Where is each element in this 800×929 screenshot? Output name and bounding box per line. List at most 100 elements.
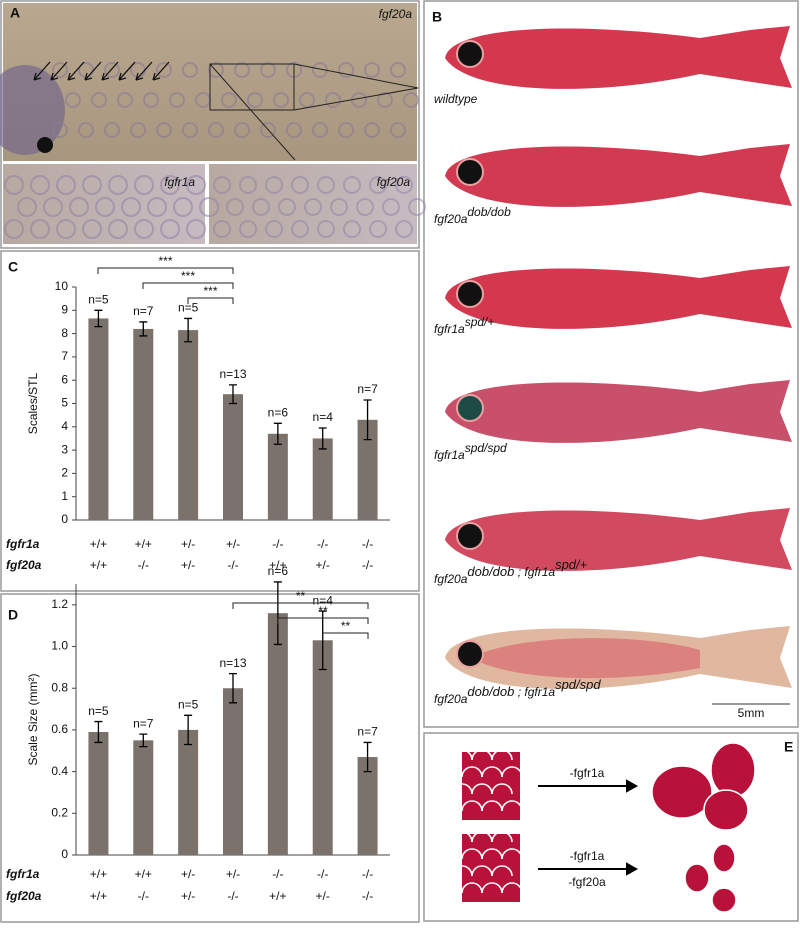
- scale-spot: [169, 92, 185, 108]
- error-bar: [184, 317, 193, 343]
- scale-bar-label: 5mm: [738, 706, 765, 720]
- scale-spot: [304, 198, 322, 216]
- panel-frame: [0, 250, 420, 592]
- scale-spot: [160, 219, 180, 239]
- fish-body: [445, 26, 792, 89]
- genotype-text: wildtype: [434, 92, 478, 106]
- genotype-sup: spd/spd: [465, 441, 507, 455]
- error-bar: [229, 672, 237, 704]
- scale-shape: [711, 887, 737, 913]
- scale-spot: [52, 122, 68, 138]
- fish-body: [445, 380, 792, 443]
- fish-eye: [456, 394, 484, 422]
- genotype-label: fgfr1aspd/spd: [434, 441, 507, 462]
- scale-spot: [65, 92, 81, 108]
- genotype-tick-label: +/+: [90, 537, 107, 551]
- genotype-tick-label: -/-: [227, 889, 238, 903]
- error-bar: [139, 733, 148, 748]
- fish-body: [445, 266, 792, 329]
- arrow-label: -fgf20a: [568, 875, 606, 889]
- scale-spot: [208, 122, 224, 138]
- genotype-tick-label: +/-: [226, 867, 240, 881]
- genotype-tick-label: -/-: [138, 558, 149, 572]
- scale-block: [462, 752, 520, 820]
- genotype-tick-label: -/-: [317, 537, 328, 551]
- y-tick-label: 1: [61, 489, 68, 503]
- bar: [312, 438, 333, 520]
- n-label: n=6: [268, 405, 289, 419]
- scale-edge: [471, 749, 493, 761]
- scale-spot: [317, 220, 335, 238]
- scale-spot: [17, 197, 37, 217]
- arrow: [538, 779, 639, 793]
- panel-frame: [0, 593, 420, 923]
- y-axis-label: Scales/STL: [26, 372, 40, 434]
- genotype-text: ; fgfr1a: [514, 685, 555, 699]
- significance-label: ***: [158, 254, 172, 268]
- error-bar: [94, 720, 103, 744]
- scale-spot: [317, 176, 335, 194]
- n-label: n=13: [219, 656, 246, 670]
- scale-edge: [481, 800, 503, 812]
- significance-bracket: [322, 632, 369, 639]
- scale-spot: [91, 92, 107, 108]
- scale-spot: [377, 92, 393, 108]
- scale-spot: [343, 220, 361, 238]
- scale-spot: [52, 62, 68, 78]
- panel-label: C: [8, 259, 18, 275]
- scale-spot: [343, 176, 361, 194]
- scale-spot: [299, 92, 315, 108]
- bar: [88, 732, 109, 855]
- y-tick-label: 3: [61, 442, 68, 456]
- scale-shape: [684, 863, 710, 893]
- genotype-label: fgf20adob/dob: [434, 205, 511, 226]
- scale-spot: [260, 62, 276, 78]
- scale-spot: [78, 122, 94, 138]
- scale-spot: [234, 122, 250, 138]
- genotype-sup: dob/dob: [467, 684, 514, 699]
- genotype-sup: dob/dob: [467, 205, 511, 219]
- genotype-tick-label: +/+: [90, 889, 107, 903]
- scale-edge: [471, 865, 493, 877]
- scale-spot: [4, 219, 24, 239]
- genotype-sup: dob/dob: [467, 564, 514, 579]
- panel-frame: [423, 0, 799, 728]
- genotype-tick-label: +/+: [135, 867, 152, 881]
- row-label: fgf20a: [6, 889, 42, 903]
- scale-edge: [491, 865, 513, 877]
- panel-label: B: [432, 9, 442, 25]
- genotype-text: fgf20a: [434, 692, 468, 706]
- scale-spot: [134, 219, 154, 239]
- scale-spot: [4, 175, 24, 195]
- n-label: n=5: [178, 698, 199, 712]
- scale-spot: [286, 122, 302, 138]
- scale-spot: [156, 122, 172, 138]
- genotype-tick-label: +/-: [226, 537, 240, 551]
- arrow: [84, 61, 102, 81]
- scale-edge: [491, 831, 513, 843]
- scale-edge: [461, 848, 483, 860]
- significance-label: **: [341, 619, 351, 633]
- row-label: fgfr1a: [6, 537, 40, 551]
- scale-spot: [117, 92, 133, 108]
- genotype-tick-label: +/+: [269, 558, 286, 572]
- scale-edge: [481, 882, 503, 894]
- error-bar: [273, 581, 282, 646]
- arrow: [152, 61, 170, 81]
- n-label: n=7: [133, 304, 154, 318]
- clip: [450, 752, 462, 822]
- genotype-text: fgfr1a: [434, 448, 465, 462]
- scale-spot: [239, 220, 257, 238]
- scale-spot: [108, 219, 128, 239]
- clip: [450, 834, 462, 904]
- fish-body: [445, 508, 792, 571]
- n-label: n=7: [133, 716, 154, 730]
- genotype-text: fgf20a: [434, 212, 468, 226]
- scale-edge: [471, 783, 493, 795]
- scale-spot: [291, 176, 309, 194]
- photo-dark: [0, 65, 65, 155]
- scale-spot: [265, 220, 283, 238]
- genotype-tick-label: -/-: [362, 537, 373, 551]
- significance-bracket: [277, 617, 369, 624]
